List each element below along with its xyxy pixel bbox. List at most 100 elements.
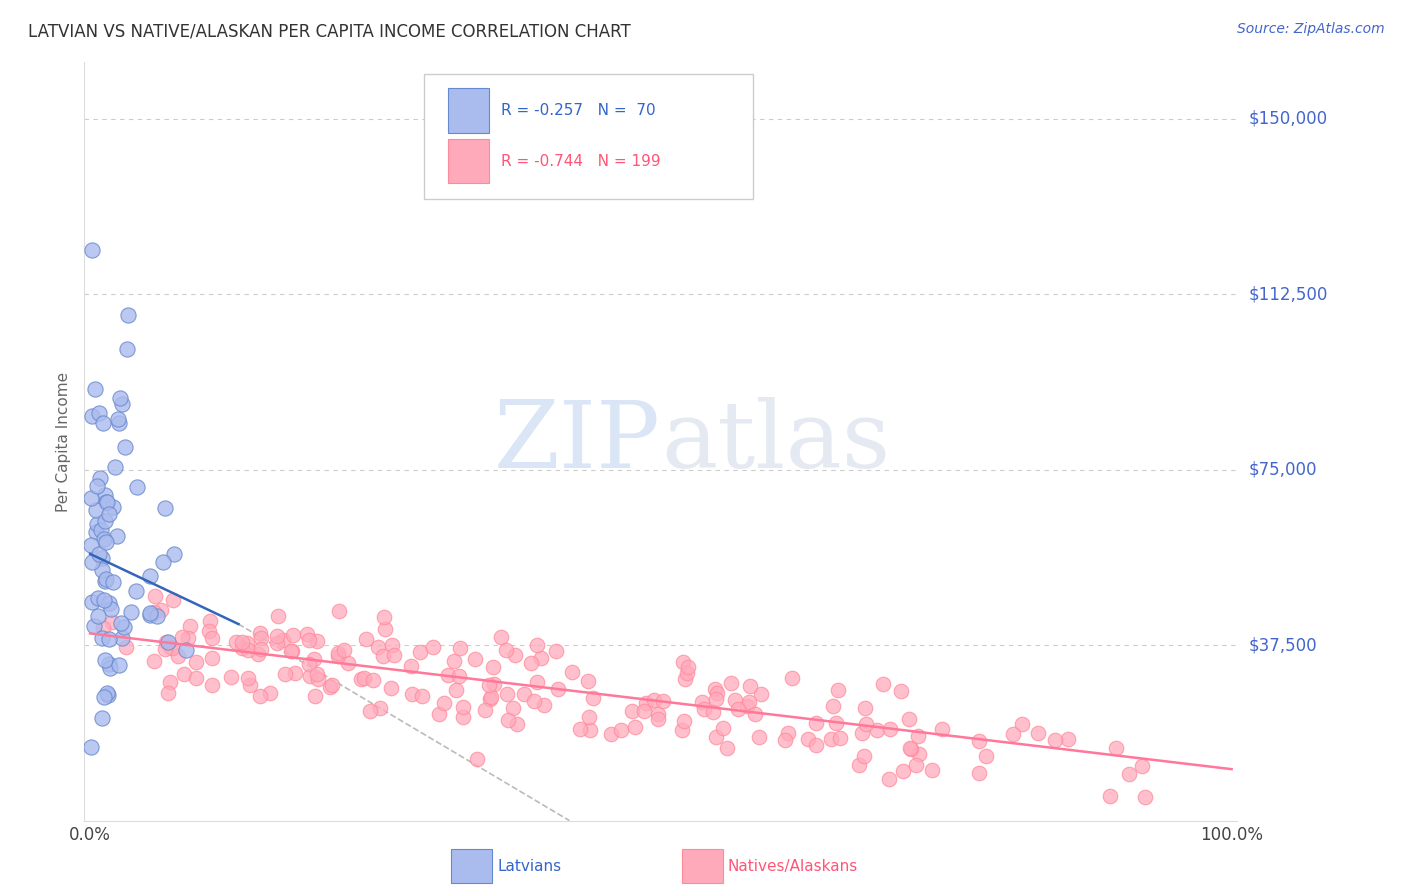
Point (305, 633, 328, 648)
Point (672, 655, 695, 669)
Point (298, 669, 321, 683)
Point (361, 673, 384, 687)
Point (482, 660, 505, 674)
Point (610, 723, 633, 737)
Point (451, 710, 474, 724)
Point (200, 614, 222, 628)
Point (673, 672, 696, 686)
Point (239, 678, 262, 692)
Point (236, 643, 259, 657)
Point (86, 516, 108, 531)
Point (969, 734, 991, 748)
Point (305, 666, 328, 681)
Point (274, 667, 297, 681)
Point (146, 609, 169, 624)
Point (359, 705, 381, 719)
Point (111, 631, 134, 645)
Point (474, 703, 496, 717)
Point (143, 655, 166, 669)
Point (93, 592, 115, 607)
Point (302, 652, 325, 666)
FancyBboxPatch shape (447, 138, 489, 184)
Point (422, 640, 444, 655)
Point (105, 529, 128, 543)
Point (94, 653, 117, 667)
Point (976, 748, 998, 763)
Point (374, 622, 396, 636)
Point (157, 686, 180, 700)
Point (409, 645, 432, 659)
Point (284, 665, 307, 680)
Point (676, 666, 699, 681)
Point (449, 669, 471, 683)
Point (177, 631, 200, 645)
Point (89, 471, 111, 485)
Point (236, 671, 259, 685)
Point (93, 574, 115, 588)
Point (114, 440, 136, 454)
Point (267, 608, 290, 623)
Point (97, 596, 120, 610)
Point (179, 618, 201, 632)
Point (533, 698, 555, 712)
Point (727, 702, 749, 716)
Point (90, 631, 112, 645)
Point (83, 619, 105, 633)
Point (108, 391, 131, 405)
Point (159, 640, 181, 655)
FancyBboxPatch shape (447, 87, 489, 133)
Text: R = -0.257   N =  70: R = -0.257 N = 70 (501, 103, 655, 118)
Point (496, 713, 519, 727)
Point (382, 648, 405, 662)
Point (115, 342, 138, 356)
Point (495, 643, 517, 657)
Point (90, 710, 112, 724)
Point (967, 765, 990, 780)
Point (399, 658, 422, 673)
Point (159, 675, 181, 690)
FancyBboxPatch shape (451, 849, 492, 883)
Point (96, 495, 118, 509)
Point (173, 667, 195, 681)
Point (201, 678, 224, 692)
Point (298, 657, 321, 672)
Point (806, 738, 828, 752)
Text: Natives/Alaskans: Natives/Alaskans (728, 859, 858, 873)
Point (716, 741, 738, 756)
Point (879, 723, 901, 737)
Point (908, 747, 931, 761)
Point (108, 657, 131, 672)
Point (87, 406, 110, 420)
Point (271, 633, 294, 648)
Point (778, 726, 800, 740)
Point (94, 535, 117, 549)
Text: Latvians: Latvians (498, 859, 561, 873)
Point (820, 731, 842, 746)
Text: $37,500: $37,500 (1249, 636, 1317, 654)
Point (872, 677, 894, 691)
Text: LATVIAN VS NATIVE/ALASKAN PER CAPITA INCOME CORRELATION CHART: LATVIAN VS NATIVE/ALASKAN PER CAPITA INC… (28, 22, 631, 40)
Point (749, 687, 772, 701)
Point (671, 723, 693, 738)
Point (249, 690, 271, 704)
Point (96, 688, 118, 702)
Point (96, 572, 118, 586)
Point (336, 656, 359, 670)
Point (326, 649, 349, 664)
Point (117, 308, 139, 322)
Point (142, 606, 165, 620)
Point (321, 678, 343, 692)
Point (897, 712, 920, 726)
Point (547, 681, 569, 696)
Point (90, 523, 112, 537)
Point (127, 480, 149, 494)
Point (437, 668, 460, 682)
Point (281, 628, 304, 642)
FancyBboxPatch shape (425, 74, 754, 199)
Point (478, 678, 501, 692)
Point (186, 655, 208, 669)
Point (80, 739, 103, 754)
Point (80, 595, 103, 609)
Point (249, 626, 271, 640)
Point (84, 382, 107, 396)
